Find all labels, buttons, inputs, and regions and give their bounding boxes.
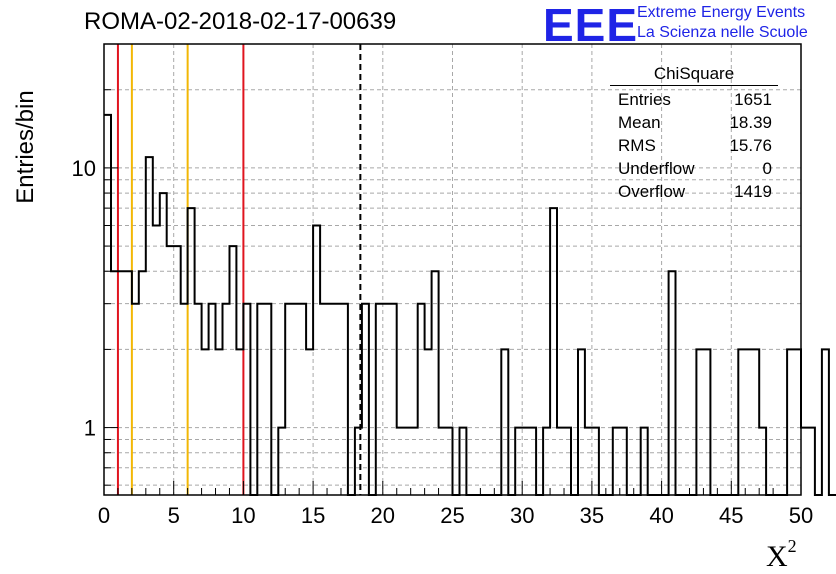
- x-tick-label: 45: [719, 503, 743, 528]
- stats-title: ChiSquare: [610, 64, 778, 86]
- y-tick-label: 1: [84, 416, 96, 441]
- x-tick-label: 25: [440, 503, 464, 528]
- logo-line-2: La Scienza nelle Scuole: [637, 24, 808, 41]
- stats-row: RMS 15.76: [618, 136, 772, 155]
- x-axis-label: X2: [766, 536, 797, 573]
- stats-row: Mean 18.39: [618, 113, 772, 132]
- x-tick-label: 5: [168, 503, 180, 528]
- stats-box: ChiSquare Entries 1651 Mean 18.39 RMS 15.76…: [610, 64, 778, 203]
- chart-title: ROMA-02-2018-02-17-00639: [84, 8, 397, 35]
- stats-row: Entries 1651: [618, 90, 772, 109]
- x-tick-label: 35: [580, 503, 604, 528]
- y-axis-label: Entries/bin: [6, 90, 46, 203]
- x-tick-label: 40: [649, 503, 673, 528]
- x-axis-label-superscript: 2: [787, 536, 797, 556]
- x-axis-ticks: 0 5 10 15 20 25 30 35 40 45 50: [98, 481, 813, 528]
- stats-row: Underflow 0: [618, 159, 772, 178]
- eee-logo: EEE: [543, 0, 639, 51]
- y-axis-label-text: Entries/bin: [12, 90, 39, 204]
- y-tick-label: 10: [72, 156, 96, 181]
- x-tick-label: 20: [371, 503, 395, 528]
- x-tick-label: 30: [510, 503, 534, 528]
- x-tick-label: 10: [231, 503, 255, 528]
- x-tick-label: 50: [789, 503, 813, 528]
- logo-line-1: Extreme Energy Events: [637, 4, 806, 21]
- x-tick-label: 15: [301, 503, 325, 528]
- x-tick-label: 0: [98, 503, 110, 528]
- stats-row: Overflow 1419: [618, 182, 772, 201]
- y-axis-ticks: 1 10: [72, 43, 118, 486]
